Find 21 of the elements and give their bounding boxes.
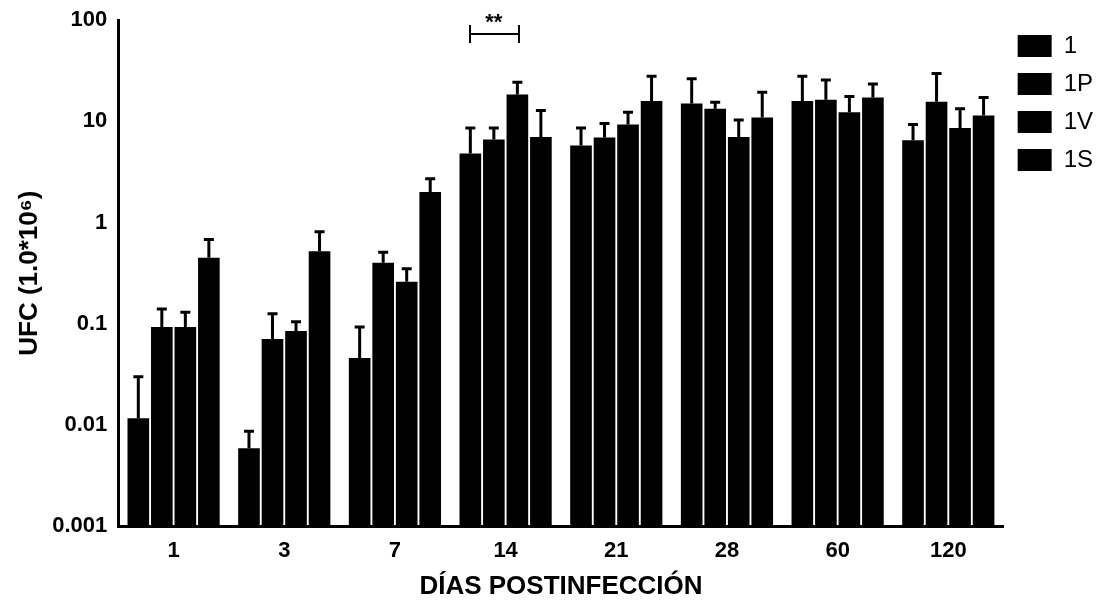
x-tick-label: 60 [825, 536, 850, 562]
y-tick-label: 100 [70, 6, 108, 32]
y-axis-title: UFC (1.0*10⁶) [12, 190, 43, 356]
x-tick-label: 3 [278, 536, 291, 562]
annotation: ** [485, 9, 503, 35]
x-tick-label: 120 [929, 536, 967, 562]
legend-label: 1 [1063, 30, 1077, 58]
x-axis-title: DÍAS POSTINFECCIÓN [419, 569, 703, 600]
y-tick-label: 0.01 [64, 411, 108, 437]
x-tick-label: 1 [167, 536, 180, 562]
y-tick-label: 0.001 [52, 512, 108, 538]
legend-label: 1S [1063, 144, 1093, 172]
x-tick-label: 7 [388, 536, 402, 562]
y-tick-label: 0.1 [76, 309, 108, 335]
x-tick-label: 28 [714, 536, 740, 562]
y-tick-label: 1 [95, 208, 108, 234]
y-tick-label: 10 [82, 107, 108, 133]
legend-label: 1V [1063, 106, 1093, 134]
x-tick-label: 14 [493, 536, 519, 562]
legend-label: 1P [1063, 68, 1093, 96]
x-tick-label: 21 [604, 536, 629, 562]
